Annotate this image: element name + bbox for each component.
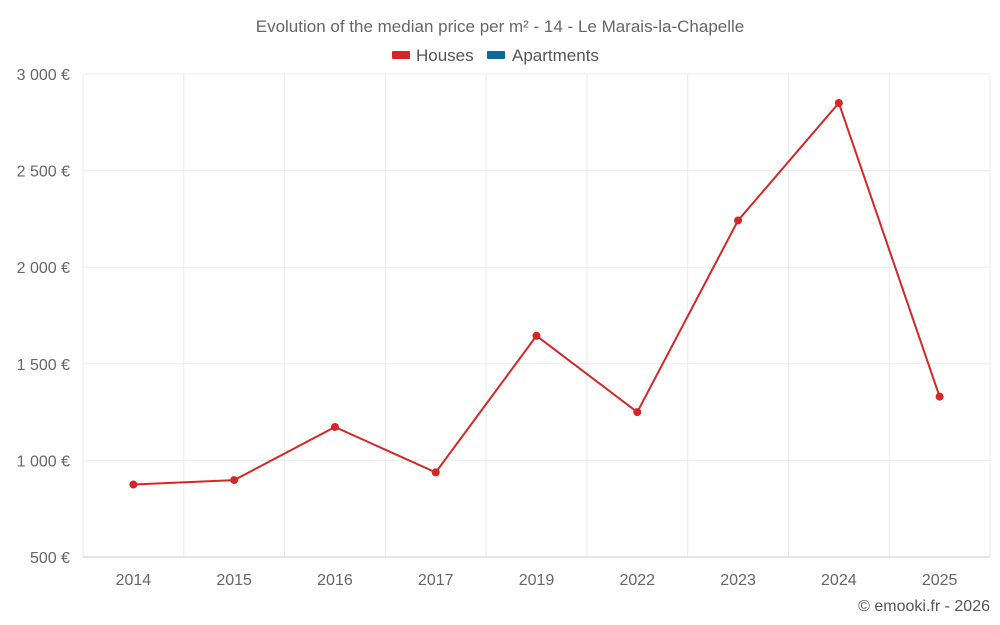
x-tick-label: 2014: [116, 572, 152, 589]
x-tick-label: 2023: [720, 572, 756, 589]
data-point-houses[interactable]: [129, 480, 138, 489]
legend-label-apartments[interactable]: Apartments: [512, 46, 599, 65]
series-layer: [129, 98, 944, 489]
x-tick-label: 2022: [619, 572, 655, 589]
data-point-houses[interactable]: [330, 422, 339, 431]
y-axis-tick-labels: 500 € 1 000 € 1 500 € 2 000 € 2 500 € 3 000 €: [17, 67, 70, 567]
x-gridlines: [82, 74, 991, 557]
chart-legend: Houses Apartments: [392, 46, 599, 65]
x-axis-tick-labels: 2014 2015 2016 2017 2019 2022 2023 2024 2025: [116, 572, 958, 589]
data-point-houses[interactable]: [633, 408, 642, 417]
y-tick-label: 2 500 €: [17, 164, 70, 181]
data-point-houses[interactable]: [431, 468, 440, 477]
series-line-houses: [133, 101, 941, 486]
chart-title: Evolution of the median price per m² - 1…: [256, 17, 745, 36]
x-tick-label: 2024: [821, 572, 857, 589]
y-tick-label: 1 500 €: [17, 357, 70, 374]
y-tick-label: 2 000 €: [17, 260, 70, 277]
legend-swatch-apartments: [487, 51, 505, 59]
x-tick-label: 2017: [418, 572, 454, 589]
data-point-houses[interactable]: [935, 392, 944, 401]
x-tick-label: 2025: [922, 572, 958, 589]
data-point-houses[interactable]: [230, 476, 239, 485]
y-tick-label: 500 €: [30, 550, 70, 567]
legend-label-houses[interactable]: Houses: [416, 46, 474, 65]
x-tick-label: 2019: [519, 572, 555, 589]
y-tick-label: 1 000 €: [17, 453, 70, 470]
y-tick-label: 3 000 €: [17, 67, 70, 84]
data-point-houses[interactable]: [532, 331, 541, 340]
x-tick-label: 2015: [216, 572, 252, 589]
legend-swatch-houses: [392, 51, 410, 59]
x-tick-label: 2016: [317, 572, 353, 589]
data-point-houses[interactable]: [734, 216, 743, 225]
y-gridlines: [83, 73, 990, 461]
chart-credit[interactable]: © emooki.fr - 2026: [858, 598, 990, 615]
data-point-houses[interactable]: [834, 98, 843, 107]
